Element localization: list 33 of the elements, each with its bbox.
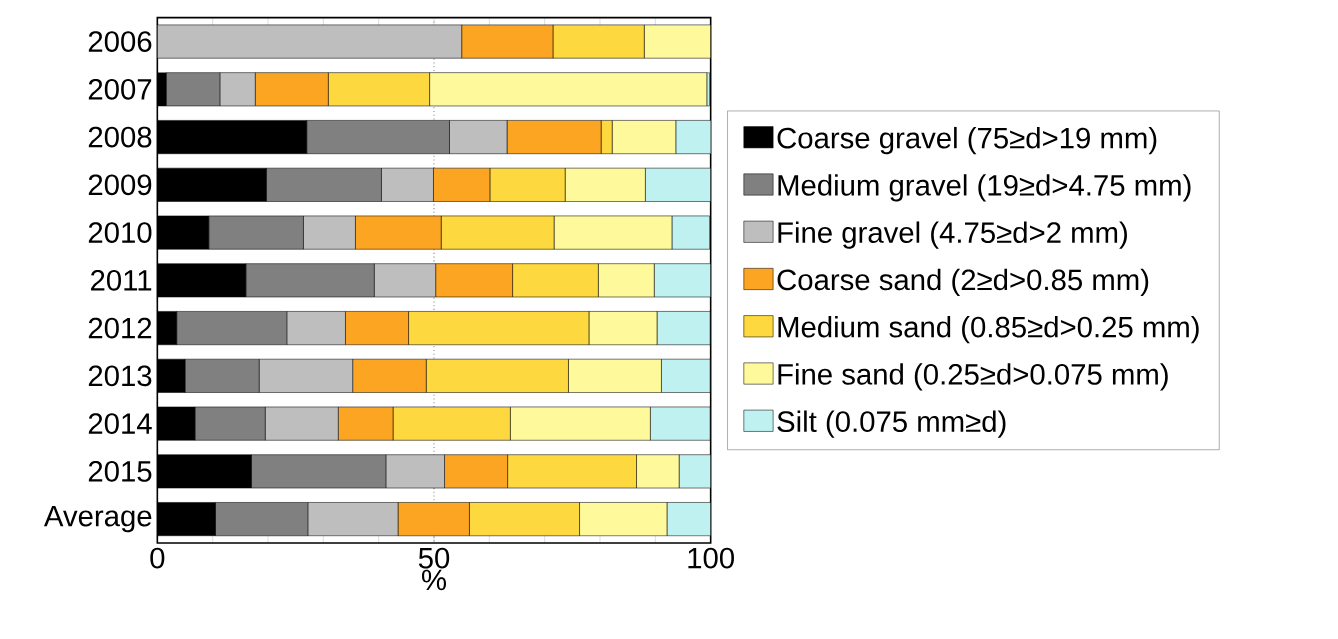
y-tick-label: 2008 bbox=[88, 126, 152, 148]
bar bbox=[264, 406, 339, 441]
bar bbox=[286, 311, 346, 346]
bar bbox=[258, 358, 353, 393]
legend-label: Fine gravel (4.75≥d>2 mm) bbox=[778, 221, 1127, 249]
x-tick-label: 50 bbox=[418, 547, 450, 569]
bar bbox=[373, 263, 436, 298]
x-axis-title: % bbox=[422, 569, 446, 591]
y-tick-label: 2013 bbox=[88, 365, 152, 387]
legend-label: Medium gravel (19≥d>4.75 mm) bbox=[778, 174, 1191, 202]
legend-label: Coarse sand (2≥d>0.85 mm) bbox=[777, 268, 1149, 297]
bar bbox=[381, 167, 434, 202]
y-tick-label: 2012 bbox=[88, 317, 152, 339]
legend-label: Silt (0.075 mm≥d) bbox=[777, 410, 1006, 438]
bar bbox=[385, 454, 445, 489]
y-tick-label: 2014 bbox=[88, 413, 152, 434]
bar bbox=[449, 120, 508, 154]
x-tick-label: 100 bbox=[688, 547, 734, 569]
legend-label: Coarse gravel (75≥d>19 mm) bbox=[777, 126, 1157, 155]
y-tick-label: 2009 bbox=[88, 174, 152, 196]
bar bbox=[157, 24, 462, 59]
y-tick-label: 2007 bbox=[88, 78, 152, 100]
y-tick-label: 2011 bbox=[91, 269, 152, 291]
y-tick-label: Average bbox=[43, 506, 152, 533]
bar bbox=[219, 72, 256, 107]
y-tick-label: 2015 bbox=[88, 460, 152, 482]
bar bbox=[307, 502, 399, 537]
legend-label: Medium sand (0.85≥d>0.25 mm) bbox=[778, 315, 1199, 344]
legend-label: Fine sand (0.25≥d>0.075 mm) bbox=[778, 363, 1168, 391]
y-tick-label: 2010 bbox=[88, 222, 152, 243]
x-tick-label: 0 bbox=[150, 547, 165, 569]
bar bbox=[303, 215, 356, 250]
y-tick-label: 2006 bbox=[88, 31, 152, 52]
